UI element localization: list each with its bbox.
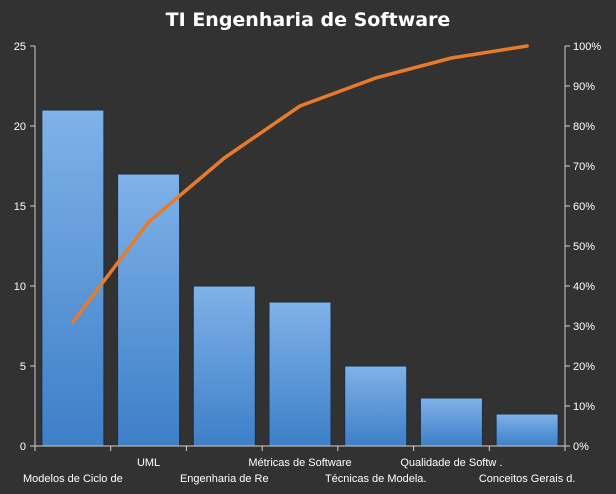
bar	[117, 173, 181, 447]
category-label: Modelos de Ciclo de	[23, 473, 123, 485]
y-left-tick-label: 25	[14, 41, 26, 53]
cumulative-line-series	[71, 44, 529, 324]
bar-series	[41, 109, 559, 447]
x-axis-categories: Modelos de Ciclo de UML Engenharia de Re Mé…	[23, 457, 575, 485]
cumulative-point	[71, 320, 75, 324]
chart-title: TI Engenharia de Software	[166, 9, 451, 31]
cumulative-point	[147, 220, 151, 224]
bar	[41, 109, 105, 447]
y-right-tick-label: 60%	[573, 201, 595, 213]
cumulative-point	[298, 104, 302, 108]
y-right-tick-label: 30%	[573, 321, 595, 333]
cumulative-point	[222, 156, 226, 160]
y-right-tick-label: 20%	[573, 361, 595, 373]
y-left-tick-label: 0	[20, 441, 26, 453]
y-right-tick-label: 0%	[573, 441, 589, 453]
y-right-tick-label: 50%	[573, 241, 595, 253]
category-label: Métricas de Software	[248, 457, 351, 469]
y-axis-right: 0% 10% 20% 30% 40% 50% 60% 70% 80% 90% 100%	[565, 41, 601, 453]
bar	[419, 397, 483, 447]
axes	[34, 46, 566, 451]
cumulative-point	[449, 56, 453, 60]
category-label: UML	[137, 457, 160, 469]
bar	[495, 413, 559, 447]
bar	[344, 365, 408, 447]
bar	[268, 301, 332, 447]
y-right-tick-label: 80%	[573, 121, 595, 133]
cumulative-point	[374, 76, 378, 80]
y-left-tick-label: 20	[14, 121, 26, 133]
category-label: Técnicas de Modela.	[325, 473, 427, 485]
y-right-tick-label: 40%	[573, 281, 595, 293]
y-axis-left: 0 5 10 15 20 25	[14, 41, 35, 453]
cumulative-point	[525, 44, 529, 48]
category-label: Engenharia de Re	[180, 473, 269, 485]
y-right-tick-label: 100%	[573, 41, 601, 53]
bar	[192, 285, 256, 447]
y-left-tick-label: 10	[14, 281, 26, 293]
y-right-tick-label: 70%	[573, 161, 595, 173]
y-left-tick-label: 15	[14, 201, 26, 213]
category-label: Qualidade de Softw .	[400, 457, 502, 469]
y-right-tick-label: 10%	[573, 401, 595, 413]
y-right-tick-label: 90%	[573, 81, 595, 93]
category-label: Conceitos Gerais d.	[479, 473, 576, 485]
y-left-tick-label: 5	[20, 361, 26, 373]
